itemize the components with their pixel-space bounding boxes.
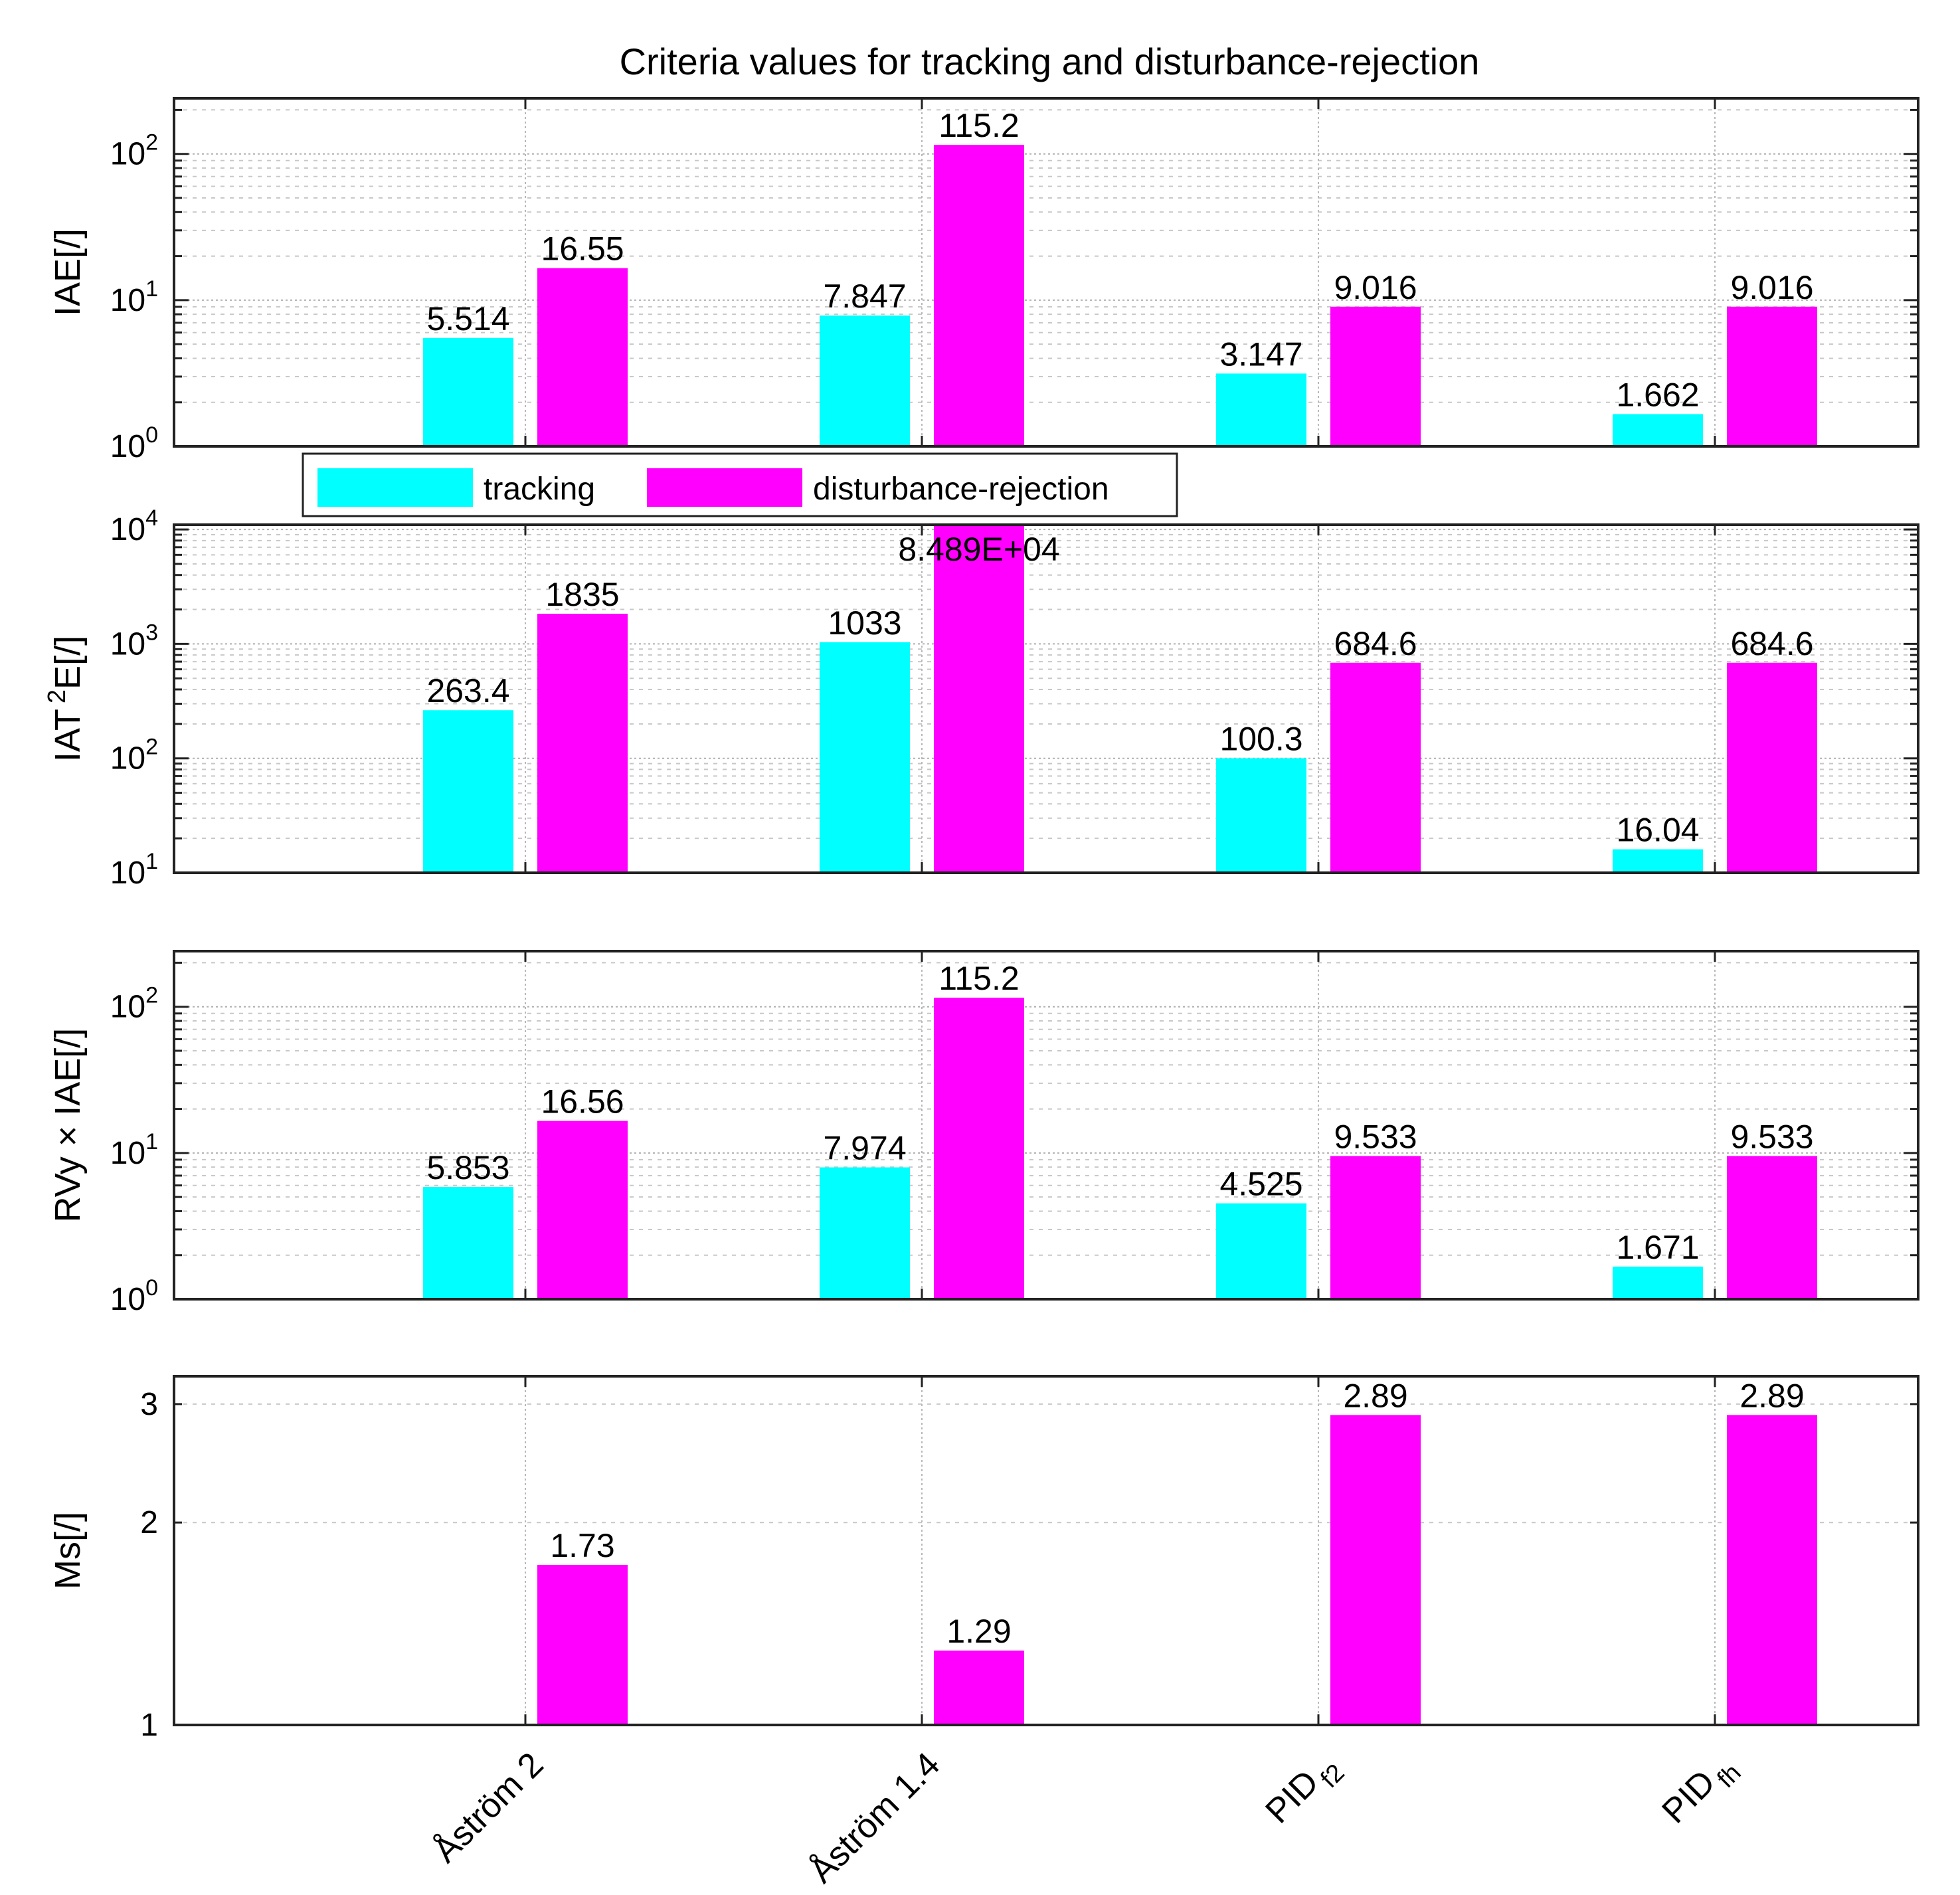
data-label: 115.2 xyxy=(938,960,1019,997)
y-tick-label: 1 xyxy=(140,1708,158,1743)
tracking-bar xyxy=(423,710,513,873)
disturbance-bar xyxy=(934,1651,1024,1725)
y-axis-label: RVy × IAE[/] xyxy=(48,1028,88,1223)
tracking-bar xyxy=(1216,758,1306,873)
y-tick-label: 100 xyxy=(110,422,158,464)
subplot-2: 263.4 1033 100.3 16.04 1835 8.489E+04 684.6 684… xyxy=(43,505,1919,891)
y-tick-label: 2 xyxy=(140,1505,158,1540)
y-tick-label: 101 xyxy=(110,849,158,891)
disturbance-bar xyxy=(537,613,628,873)
disturbance-bar xyxy=(1727,1156,1817,1299)
disturbance-bar xyxy=(934,525,1024,873)
data-label: 9.533 xyxy=(1730,1118,1813,1155)
subplot-4: 1.73 1.29 2.89 2.89 1 2 3 Ms[/] xyxy=(48,1375,1919,1743)
axes-frame xyxy=(173,1375,1919,1726)
y-tick-label: 3 xyxy=(140,1387,158,1422)
disturbance-bar xyxy=(537,1121,628,1299)
subplots-group: 5.514 7.847 3.147 1.662 16.55 115.2 9.016 9.016… xyxy=(43,97,1919,1743)
disturbance-bar xyxy=(1330,662,1421,873)
disturbance-bar xyxy=(1330,1415,1421,1725)
chart-title: Criteria values for tracking and disturb… xyxy=(620,41,1480,82)
y-tick-label: 104 xyxy=(110,505,158,547)
data-label: 16.56 xyxy=(541,1083,624,1121)
tracking-bar xyxy=(423,1187,513,1299)
tracking-bar xyxy=(1613,1266,1703,1299)
subplot-3: 5.853 7.974 4.525 1.671 16.56 115.2 9.533 9.533… xyxy=(48,950,1919,1317)
data-label: 16.55 xyxy=(541,230,624,268)
legend-label: disturbance-rejection xyxy=(813,472,1109,507)
legend-swatch-tracking xyxy=(317,468,473,507)
tracking-bar xyxy=(1216,1203,1306,1299)
data-label: 1.29 xyxy=(946,1613,1011,1650)
disturbance-bar xyxy=(934,145,1024,447)
data-label: 9.016 xyxy=(1730,269,1813,306)
disturbance-bar xyxy=(537,1564,628,1725)
disturbance-bar xyxy=(537,268,628,446)
disturbance-bar xyxy=(1727,306,1817,446)
data-label: 9.016 xyxy=(1334,269,1417,306)
y-tick-label: 101 xyxy=(110,1129,158,1171)
disturbance-bar xyxy=(1330,306,1421,446)
disturbance-bar xyxy=(934,998,1024,1299)
data-label: 5.853 xyxy=(426,1149,509,1186)
data-label: 1835 xyxy=(545,576,619,613)
tracking-bar xyxy=(1216,373,1306,446)
data-label: 4.525 xyxy=(1219,1166,1302,1203)
tracking-bar xyxy=(820,642,910,873)
tracking-bar xyxy=(1613,849,1703,873)
data-label: 263.4 xyxy=(426,672,509,709)
tracking-bar xyxy=(423,337,513,446)
data-label: 5.514 xyxy=(426,300,509,337)
data-label: 2.89 xyxy=(1343,1377,1407,1414)
y-tick-label: 101 xyxy=(110,276,158,318)
tracking-bar xyxy=(1613,414,1703,446)
data-label: 100.3 xyxy=(1219,720,1302,757)
y-axis-label: IAT2E[/] xyxy=(43,636,88,762)
data-label: 8.489E+04 xyxy=(898,531,1059,568)
data-label: 9.533 xyxy=(1334,1118,1417,1155)
tracking-bar xyxy=(820,316,910,446)
data-label: 1.73 xyxy=(550,1527,614,1564)
y-tick-label: 102 xyxy=(110,983,158,1025)
data-label: 16.04 xyxy=(1616,812,1699,849)
disturbance-bar xyxy=(1727,1415,1817,1725)
disturbance-bar xyxy=(1330,1156,1421,1299)
data-label: 1.671 xyxy=(1616,1229,1699,1266)
axes-frame xyxy=(173,523,1919,874)
disturbance-bar xyxy=(1727,662,1817,873)
y-axis-label: IAE[/] xyxy=(48,228,88,316)
y-tick-label: 100 xyxy=(110,1275,158,1317)
y-tick-label: 103 xyxy=(110,620,158,662)
data-label: 7.974 xyxy=(823,1129,906,1166)
data-label: 1033 xyxy=(828,604,901,642)
data-label: 115.2 xyxy=(938,107,1019,144)
data-label: 3.147 xyxy=(1219,335,1302,373)
data-label: 7.847 xyxy=(823,278,906,315)
plot-area xyxy=(174,1376,1918,1725)
y-tick-label: 102 xyxy=(110,735,158,776)
data-label: 2.89 xyxy=(1739,1377,1804,1414)
data-label: 684.6 xyxy=(1334,625,1417,662)
legend-label: tracking xyxy=(484,472,595,507)
y-tick-label: 102 xyxy=(110,130,158,172)
axes-frame xyxy=(173,97,1919,448)
subplot-1: 5.514 7.847 3.147 1.662 16.55 115.2 9.016 9.016… xyxy=(48,97,1919,464)
gridlines xyxy=(174,1376,1918,1725)
tracking-bar xyxy=(820,1167,910,1299)
y-axis-label: Ms[/] xyxy=(48,1512,88,1589)
data-label: 684.6 xyxy=(1730,625,1813,662)
axes-frame xyxy=(173,950,1919,1301)
legend-swatch-disturbance xyxy=(647,468,802,507)
legend: tracking disturbance-rejection xyxy=(302,452,1178,517)
data-label: 1.662 xyxy=(1616,376,1699,413)
